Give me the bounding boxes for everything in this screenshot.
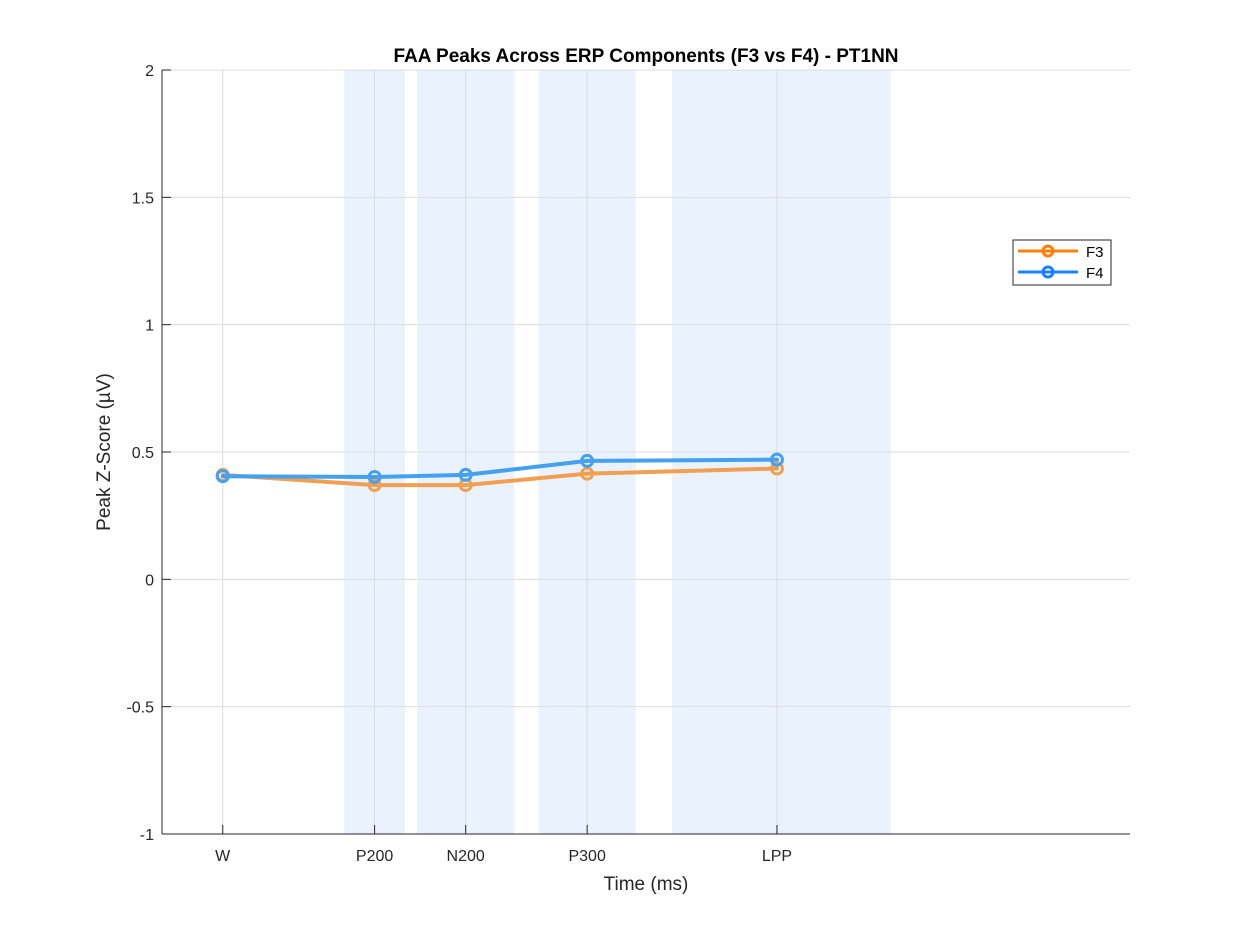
legend: F3 F4: [1012, 239, 1112, 286]
legend-label-f3: F3: [1086, 244, 1104, 261]
series-line-f4: [220, 457, 779, 479]
series-line-f3: [220, 466, 779, 488]
y-tick-label: 1: [145, 318, 154, 335]
y-tick-label: 2: [145, 63, 154, 80]
x-tick-label: W: [215, 848, 231, 865]
y-tick-label: 1.5: [132, 190, 154, 207]
x-tick-label: N200: [447, 848, 485, 865]
tick-labels: -1 -0.5 0 0.5 1 1.5 2 W P200 N200 P300 LPP: [126, 63, 792, 865]
y-tick-label: 0.5: [132, 445, 154, 462]
x-tick-label: P200: [356, 848, 393, 865]
y-tick-label: -0.5: [126, 700, 154, 717]
y-tick-label: -1: [140, 827, 154, 844]
data-point-f3: [769, 461, 784, 476]
chart-title: FAA Peaks Across ERP Components (F3 vs F…: [393, 46, 898, 67]
data-point-f4: [458, 467, 473, 482]
legend-label-f4: F4: [1086, 265, 1104, 282]
x-tick-label: LPP: [762, 848, 792, 865]
legend-marker-f4: [1041, 265, 1055, 279]
data-point-f3: [367, 478, 382, 493]
data-point-f4: [580, 453, 595, 468]
data-point-f4: [769, 452, 784, 467]
legend-marker-f3: [1041, 244, 1055, 258]
x-axis-label: Time (ms): [604, 874, 689, 895]
y-axis-label: Peak Z-Score (µV): [94, 373, 115, 531]
x-tick-label: P300: [568, 848, 605, 865]
axes: [161, 69, 1130, 835]
legend-box: [1012, 239, 1112, 286]
data-point-f4: [367, 469, 382, 484]
grid-lines: [162, 69, 1130, 835]
series-lines: [215, 452, 784, 493]
data-point-f3: [580, 466, 595, 481]
y-tick-label: 0: [145, 572, 154, 589]
data-point-f4: [215, 469, 230, 484]
